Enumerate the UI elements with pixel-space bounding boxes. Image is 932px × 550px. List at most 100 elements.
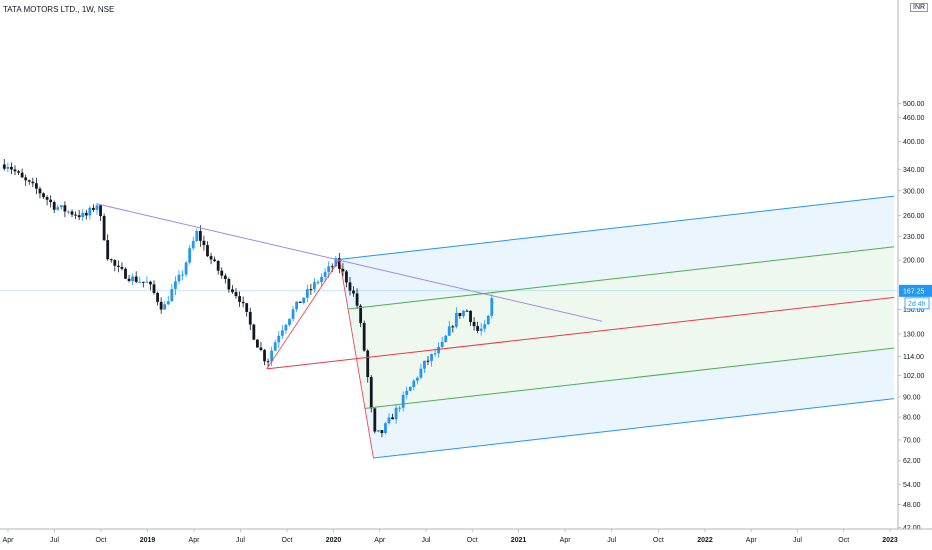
candle-body bbox=[109, 259, 113, 261]
candle bbox=[238, 291, 241, 307]
candle-body bbox=[248, 311, 252, 325]
price-badges: 167.25 2d 4h bbox=[899, 284, 932, 310]
candle-body bbox=[462, 310, 465, 317]
candle bbox=[462, 309, 465, 318]
candle-body bbox=[149, 281, 152, 285]
candle bbox=[295, 301, 299, 312]
candle bbox=[369, 375, 373, 413]
candle bbox=[405, 386, 409, 400]
candle bbox=[195, 228, 199, 243]
price-tick-label: 48.00 bbox=[903, 502, 921, 509]
candle-body bbox=[24, 177, 28, 181]
pitchfork-lower-line bbox=[373, 398, 895, 459]
candle bbox=[49, 195, 53, 208]
price-tick-label: 130.00 bbox=[903, 331, 925, 338]
pitchfork-fill-lower bbox=[364, 348, 895, 459]
time-tick-label: 2021 bbox=[511, 537, 527, 544]
candle bbox=[184, 261, 188, 277]
currency-label[interactable]: INR bbox=[910, 3, 929, 12]
time-tick-label: Oct bbox=[653, 537, 664, 544]
candle bbox=[120, 262, 124, 271]
candle bbox=[376, 430, 380, 433]
candle-body bbox=[398, 407, 402, 409]
candle bbox=[241, 296, 245, 308]
candle-body bbox=[38, 188, 42, 194]
candle bbox=[401, 391, 405, 412]
candle-body bbox=[63, 205, 67, 212]
candle-body bbox=[134, 276, 138, 282]
candle bbox=[415, 376, 419, 385]
candle-body bbox=[31, 181, 35, 184]
candlestick-series bbox=[2, 159, 494, 438]
candle bbox=[444, 334, 448, 343]
candle bbox=[255, 339, 259, 348]
candle bbox=[74, 211, 77, 219]
candle bbox=[458, 312, 462, 319]
price-tick-label: 42.00 bbox=[903, 525, 921, 532]
price-tick-label: 70.00 bbox=[903, 437, 921, 444]
candle bbox=[259, 341, 263, 352]
candle-body bbox=[174, 281, 177, 290]
candle bbox=[476, 321, 480, 334]
candle-body bbox=[141, 281, 145, 283]
candle-body bbox=[483, 324, 487, 329]
candle-body bbox=[92, 207, 95, 210]
candle-body bbox=[74, 214, 77, 216]
pitchfork-fill-upper bbox=[339, 196, 895, 310]
candle bbox=[362, 320, 366, 352]
candle-body bbox=[447, 326, 451, 336]
candle bbox=[20, 168, 24, 178]
candle bbox=[70, 209, 74, 218]
time-tick-label: Oct bbox=[282, 537, 293, 544]
price-axis-bg bbox=[898, 0, 932, 550]
candle bbox=[291, 306, 295, 322]
candle bbox=[352, 286, 355, 297]
candle bbox=[206, 241, 209, 257]
candle-body bbox=[419, 368, 423, 378]
price-tick-label: 200.00 bbox=[903, 258, 925, 265]
candle-body bbox=[195, 231, 199, 241]
candle bbox=[141, 281, 145, 288]
candle bbox=[380, 430, 384, 438]
candle-body bbox=[391, 417, 394, 420]
pitchfork-fills bbox=[339, 196, 895, 459]
candle bbox=[263, 348, 266, 366]
candle bbox=[313, 278, 316, 293]
price-tick-label: 80.00 bbox=[903, 415, 921, 422]
candle-body bbox=[81, 212, 85, 218]
candle-body bbox=[138, 281, 142, 283]
time-tick-label: Jul bbox=[236, 537, 245, 544]
time-tick-label: Apr bbox=[189, 537, 201, 544]
candle-body bbox=[145, 281, 149, 283]
candle-body bbox=[20, 172, 24, 178]
candle bbox=[348, 277, 352, 296]
candle-body bbox=[120, 266, 124, 269]
price-axis[interactable]: 500.00 460.00 400.00 340.00 300.00 260.00 230.… bbox=[897, 0, 932, 550]
price-tick-label: 400.00 bbox=[903, 139, 925, 146]
candle bbox=[106, 234, 110, 261]
time-axis[interactable]: Apr Jul Oct 2019 Apr Jul Oct 2020 Apr Jul Oct 2021 A… bbox=[0, 528, 932, 550]
candle-body bbox=[309, 289, 313, 291]
candle bbox=[99, 204, 102, 222]
candle bbox=[45, 195, 49, 206]
candle-body bbox=[213, 259, 217, 261]
candle bbox=[323, 268, 327, 282]
candle bbox=[191, 236, 195, 251]
time-tick-label: 2022 bbox=[697, 537, 713, 544]
pitchfork-median-line bbox=[266, 296, 895, 370]
candle-body bbox=[34, 183, 38, 189]
pitchfork-handle-upper bbox=[266, 259, 340, 370]
candle bbox=[156, 291, 159, 306]
candle bbox=[227, 277, 231, 293]
candle bbox=[454, 307, 458, 329]
candle bbox=[63, 201, 67, 218]
candle bbox=[59, 204, 63, 210]
price-tick-label: 150.00 bbox=[903, 307, 925, 314]
candle-body bbox=[323, 271, 327, 278]
candle-body bbox=[113, 260, 117, 266]
candle-body bbox=[295, 301, 299, 310]
candle-body bbox=[355, 293, 359, 306]
price-tick-label: 300.00 bbox=[903, 188, 925, 195]
candle bbox=[159, 297, 163, 314]
